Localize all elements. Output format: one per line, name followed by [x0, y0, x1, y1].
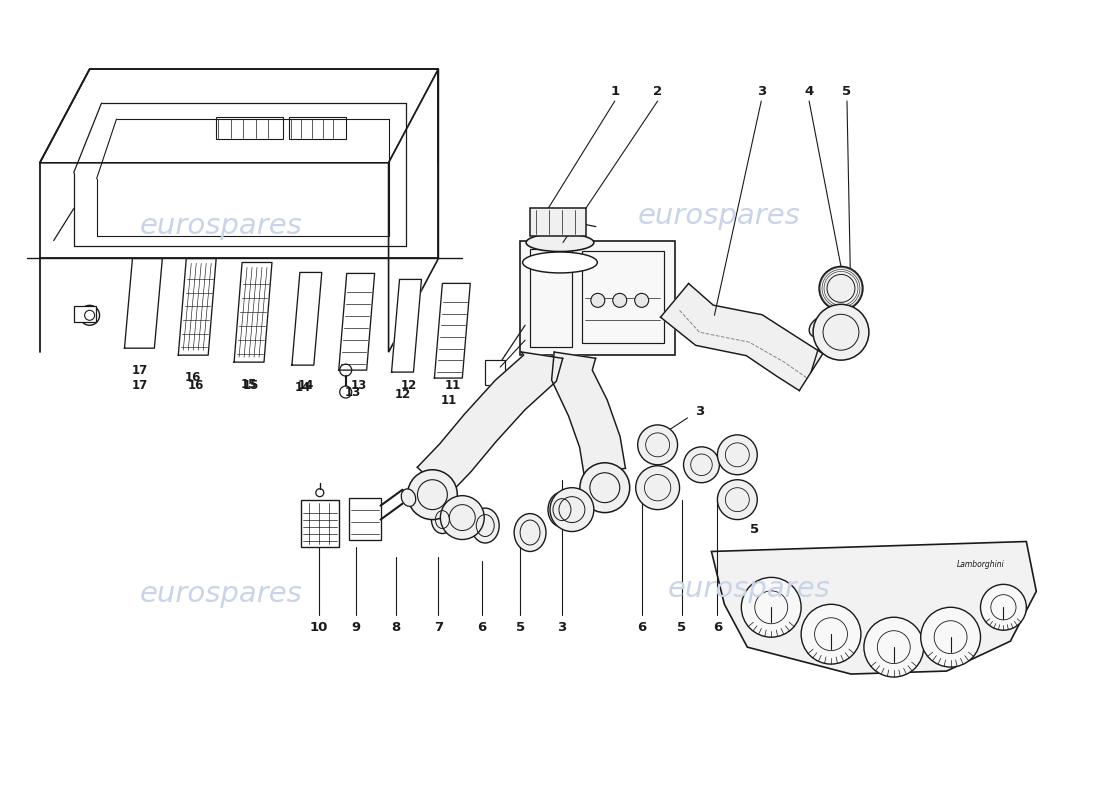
- Ellipse shape: [548, 492, 576, 527]
- Text: 7: 7: [433, 621, 443, 634]
- Text: eurospares: eurospares: [668, 575, 830, 603]
- Text: 13: 13: [344, 386, 361, 398]
- Text: 11: 11: [440, 394, 456, 406]
- Text: 5: 5: [516, 621, 525, 634]
- Polygon shape: [40, 69, 439, 163]
- Text: 17: 17: [131, 378, 147, 391]
- Text: 12: 12: [395, 387, 410, 401]
- Text: 5: 5: [750, 523, 759, 536]
- Text: 16: 16: [188, 378, 205, 391]
- Circle shape: [717, 480, 757, 519]
- Text: 2: 2: [653, 85, 662, 98]
- Text: 9: 9: [351, 621, 360, 634]
- Polygon shape: [234, 262, 272, 362]
- Text: 3: 3: [757, 85, 766, 98]
- Bar: [289, 117, 345, 139]
- Circle shape: [79, 306, 100, 326]
- Bar: [520, 241, 674, 355]
- Ellipse shape: [522, 252, 597, 273]
- Circle shape: [440, 496, 484, 539]
- Polygon shape: [712, 542, 1036, 674]
- Circle shape: [864, 618, 924, 677]
- Polygon shape: [124, 258, 163, 348]
- Bar: [349, 498, 381, 539]
- Text: 11: 11: [444, 378, 461, 391]
- Circle shape: [813, 304, 869, 360]
- Circle shape: [340, 386, 352, 398]
- Polygon shape: [339, 274, 375, 370]
- Circle shape: [316, 489, 323, 497]
- Circle shape: [550, 488, 594, 531]
- Text: 6: 6: [477, 621, 487, 634]
- Bar: [301, 500, 339, 547]
- Text: 15: 15: [241, 378, 257, 390]
- Text: eurospares: eurospares: [638, 202, 801, 230]
- Circle shape: [635, 294, 649, 307]
- Circle shape: [801, 604, 861, 664]
- Polygon shape: [660, 283, 823, 390]
- Text: 13: 13: [351, 378, 366, 391]
- Text: 14: 14: [298, 378, 314, 391]
- Text: 8: 8: [390, 621, 400, 634]
- Text: 5: 5: [676, 621, 686, 634]
- Ellipse shape: [471, 508, 499, 543]
- Polygon shape: [551, 352, 626, 475]
- Circle shape: [921, 607, 980, 667]
- Polygon shape: [388, 69, 439, 352]
- Ellipse shape: [431, 506, 453, 534]
- Text: 4: 4: [804, 85, 814, 98]
- Circle shape: [980, 584, 1026, 630]
- Circle shape: [636, 466, 680, 510]
- Text: 1: 1: [610, 85, 619, 98]
- Circle shape: [613, 294, 627, 307]
- Circle shape: [820, 266, 862, 310]
- Polygon shape: [178, 258, 217, 355]
- Circle shape: [683, 447, 719, 482]
- Ellipse shape: [402, 489, 416, 506]
- Bar: [530, 208, 586, 235]
- Bar: [530, 249, 572, 347]
- Text: 10: 10: [309, 621, 328, 634]
- Text: eurospares: eurospares: [140, 212, 302, 240]
- Text: 17: 17: [131, 364, 147, 377]
- Bar: [74, 306, 96, 322]
- Circle shape: [717, 435, 757, 474]
- Text: 14: 14: [295, 381, 311, 394]
- Bar: [217, 117, 283, 139]
- Circle shape: [580, 462, 629, 513]
- Polygon shape: [417, 352, 563, 496]
- Circle shape: [591, 294, 605, 307]
- Bar: [485, 360, 505, 385]
- Circle shape: [741, 578, 801, 637]
- Text: 16: 16: [185, 370, 201, 383]
- Text: 5: 5: [843, 85, 851, 98]
- Text: 6: 6: [637, 621, 647, 634]
- Text: eurospares: eurospares: [140, 580, 302, 608]
- Text: 3: 3: [558, 621, 566, 634]
- Ellipse shape: [810, 315, 837, 338]
- Circle shape: [638, 425, 678, 465]
- Text: 3: 3: [695, 406, 704, 418]
- Polygon shape: [434, 283, 471, 378]
- Circle shape: [407, 470, 458, 519]
- Text: Lamborghini: Lamborghini: [957, 560, 1004, 569]
- Text: 15: 15: [243, 378, 260, 391]
- Ellipse shape: [514, 514, 546, 551]
- Ellipse shape: [526, 234, 594, 251]
- Text: 6: 6: [713, 621, 722, 634]
- Text: 12: 12: [400, 378, 417, 391]
- Polygon shape: [392, 279, 421, 372]
- Bar: [582, 250, 663, 343]
- Polygon shape: [292, 273, 322, 365]
